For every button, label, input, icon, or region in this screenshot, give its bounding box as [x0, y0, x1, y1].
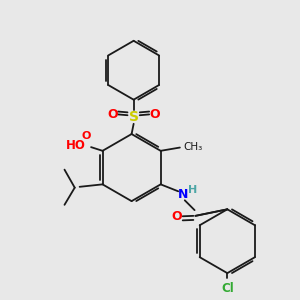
- Text: O: O: [172, 210, 182, 223]
- Text: Cl: Cl: [221, 282, 234, 295]
- Text: HO: HO: [66, 139, 86, 152]
- Text: O: O: [107, 108, 118, 121]
- Text: O: O: [81, 131, 91, 141]
- Text: H: H: [188, 185, 197, 196]
- Text: S: S: [129, 110, 139, 124]
- Text: N: N: [178, 188, 189, 201]
- Text: O: O: [150, 108, 160, 121]
- Text: CH₃: CH₃: [183, 142, 203, 152]
